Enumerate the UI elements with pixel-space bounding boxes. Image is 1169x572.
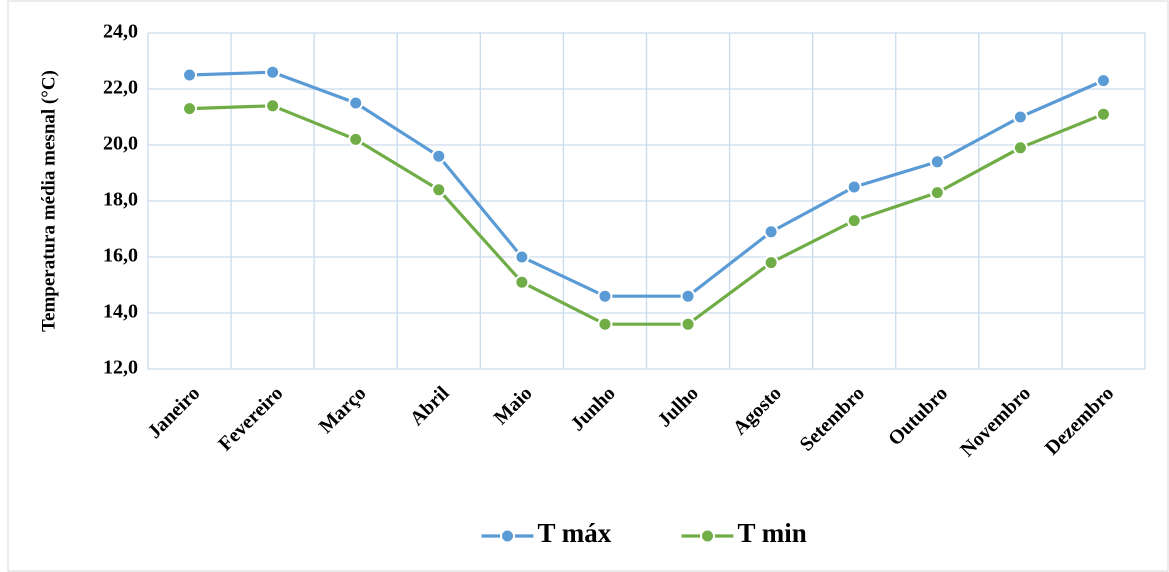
- data-point: [1095, 73, 1111, 89]
- data-point: [597, 316, 613, 332]
- data-point: [348, 95, 364, 111]
- y-tick-label: 24,0: [103, 21, 138, 43]
- data-point: [265, 64, 281, 80]
- y-tick-label: 14,0: [103, 301, 138, 323]
- x-tick-label: Novembro: [956, 382, 1035, 461]
- x-tick-label: Julho: [653, 382, 702, 431]
- data-point: [846, 179, 862, 195]
- data-point: [846, 213, 862, 229]
- data-point: [929, 185, 945, 201]
- data-point: [431, 182, 447, 198]
- y-tick-label: 22,0: [103, 77, 138, 99]
- data-point: [182, 67, 198, 83]
- data-point: [431, 148, 447, 164]
- x-tick-label: Janeiro: [143, 382, 204, 443]
- x-tick-label: Fevereiro: [214, 382, 287, 455]
- series-line: [189, 70, 1105, 298]
- x-tick-label: Maio: [490, 382, 537, 429]
- data-point: [182, 101, 198, 117]
- chart-border: [7, 0, 1169, 572]
- x-tick-label: Dezembro: [1041, 382, 1118, 459]
- y-axis-label: Temperatura média mesnal (°C): [38, 70, 59, 332]
- data-point: [514, 274, 530, 290]
- y-tick-label: 20,0: [103, 133, 138, 155]
- x-tick-label: Setembro: [796, 382, 869, 455]
- x-tick-label: Abril: [406, 382, 454, 430]
- data-point: [680, 288, 696, 304]
- x-tick-label: Outubro: [884, 382, 952, 450]
- legend-marker: [500, 528, 515, 544]
- data-point: [265, 98, 281, 114]
- data-point: [929, 154, 945, 170]
- x-tick-label: Março: [315, 382, 371, 438]
- data-point: [597, 288, 613, 304]
- data-point: [680, 316, 696, 332]
- data-point: [763, 255, 779, 271]
- legend-label: T min: [738, 518, 807, 548]
- y-tick-label: 12,0: [103, 357, 138, 379]
- data-point: [1012, 140, 1028, 156]
- series-line: [189, 104, 1105, 326]
- data-point: [763, 224, 779, 240]
- data-point: [514, 249, 530, 265]
- y-tick-label: 18,0: [103, 189, 138, 211]
- legend-marker: [700, 528, 715, 544]
- data-point: [348, 131, 364, 147]
- legend-label: T máx: [538, 518, 612, 548]
- data-point: [1012, 109, 1028, 125]
- x-tick-label: Agosto: [729, 382, 786, 439]
- x-tick-label: Junho: [566, 382, 619, 435]
- data-point: [1095, 106, 1111, 122]
- y-tick-label: 16,0: [103, 245, 138, 267]
